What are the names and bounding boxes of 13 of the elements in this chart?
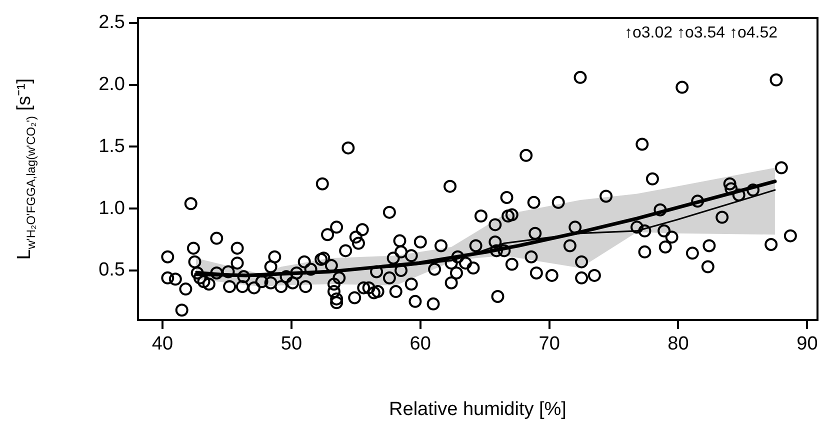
y-tick-label: 0.5 xyxy=(98,260,125,281)
x-tick-label: 60 xyxy=(410,334,431,355)
x-tick-label: 40 xyxy=(152,334,174,355)
y-tick-label: 2.5 xyxy=(98,12,125,34)
annotation: ↑o3.02 ↑o3.54 ↑o4.52 xyxy=(624,24,778,42)
y-tick-label: 1.0 xyxy=(98,198,125,219)
x-tick-label: 80 xyxy=(668,334,689,355)
x-tick-label: 70 xyxy=(538,334,560,355)
x-tick-label: 90 xyxy=(796,334,818,355)
x-axis-title: Relative humidity [%] xyxy=(389,398,566,420)
x-tick-label: 50 xyxy=(280,334,302,355)
y-tick-label: 1.5 xyxy=(98,136,125,157)
y-tick-label: 2.0 xyxy=(98,74,125,96)
